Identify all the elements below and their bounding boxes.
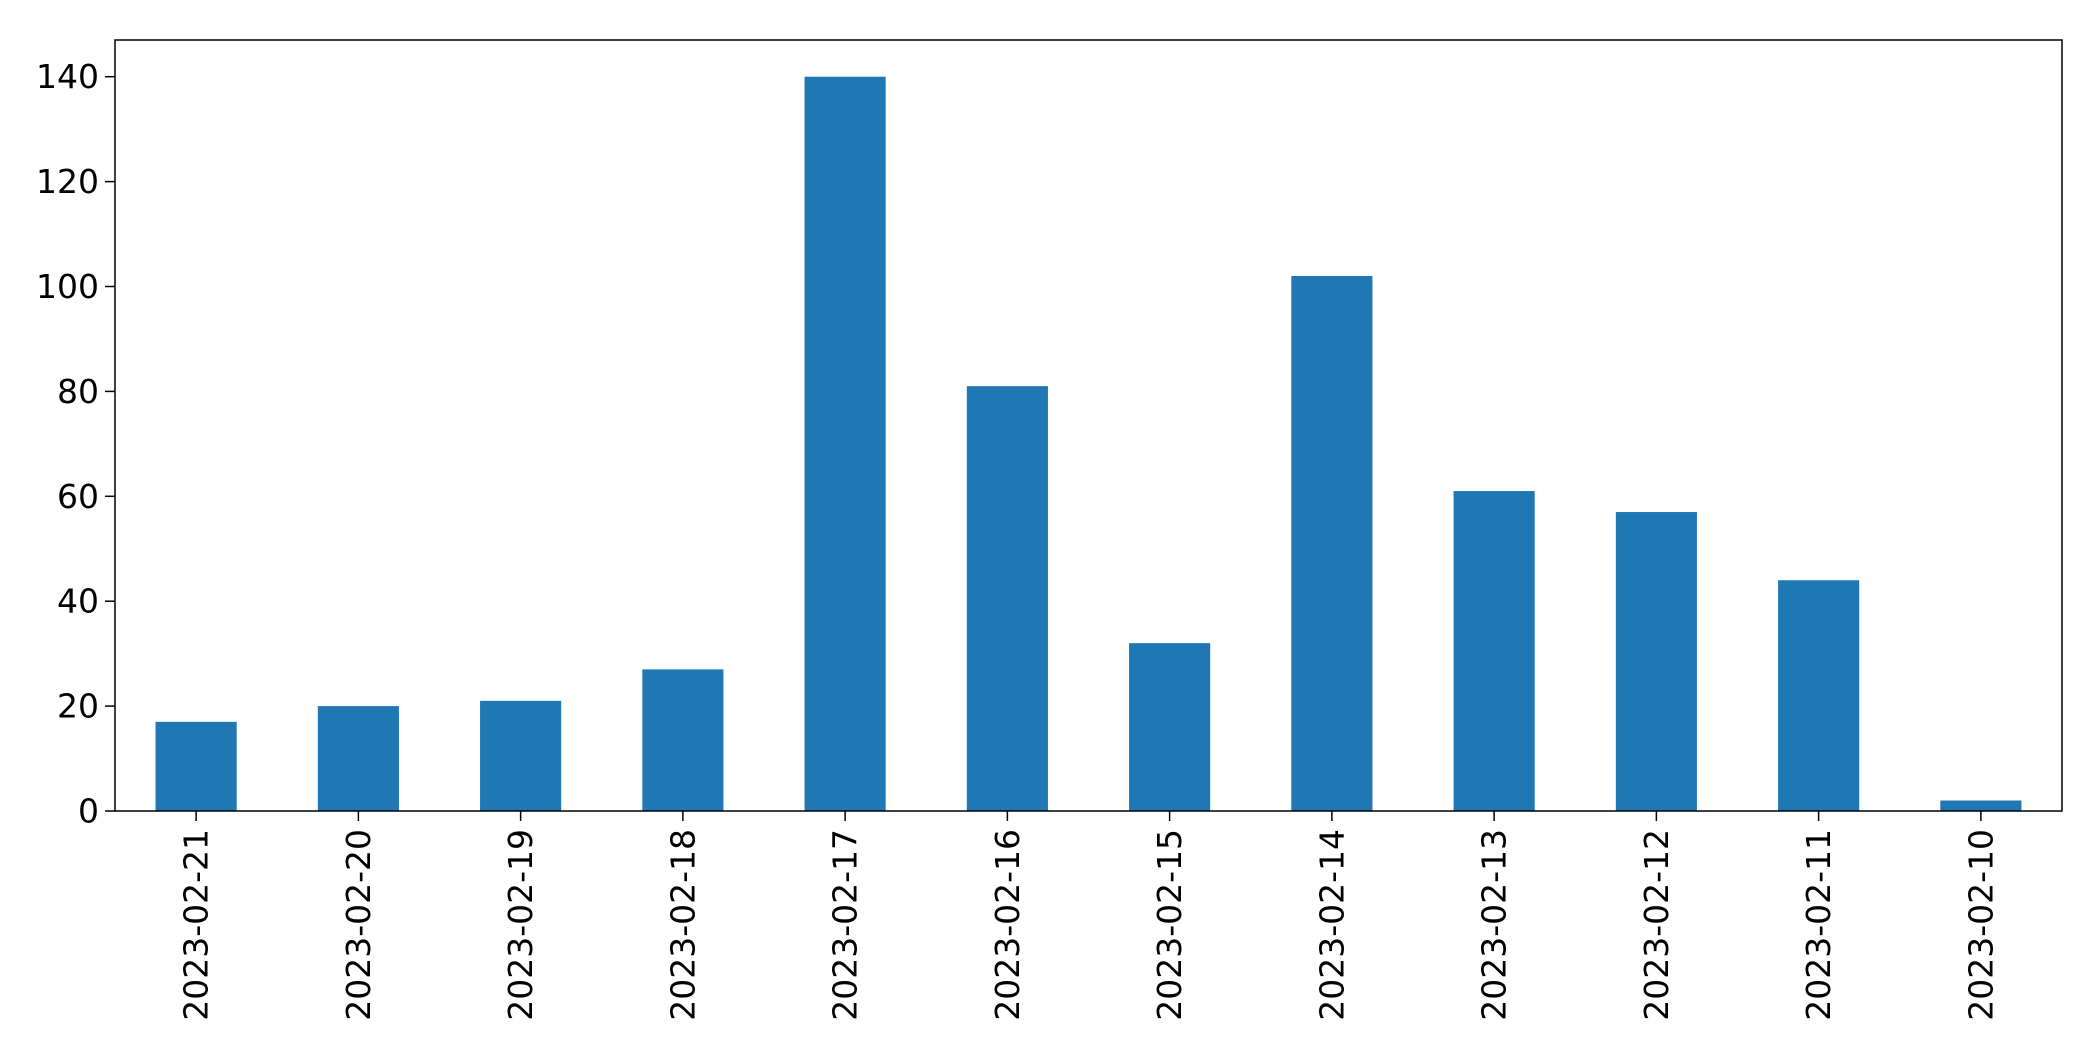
y-tick-label: 0 (78, 792, 99, 831)
bar-2023-02-13 (1453, 491, 1535, 811)
axes-frame (114, 39, 2063, 812)
x-tick-label: 2023-02-16 (988, 829, 1027, 1021)
bar-2023-02-14 (1291, 276, 1373, 812)
y-tick-label: 20 (57, 687, 99, 726)
y-tick-label: 80 (57, 372, 99, 411)
bar-2023-02-17 (804, 76, 886, 811)
bars-group (155, 76, 2022, 812)
x-tick-label: 2023-02-19 (501, 829, 540, 1021)
y-tick-label: 120 (36, 162, 99, 201)
x-tick-label: 2023-02-10 (1961, 829, 2000, 1021)
bar-2023-02-18 (642, 669, 724, 811)
y-tick-label: 40 (57, 582, 99, 621)
y-tick-label: 60 (57, 477, 99, 516)
bar-2023-02-11 (1778, 580, 1860, 811)
x-tick-label: 2023-02-12 (1637, 829, 1676, 1021)
bar-2023-02-20 (317, 706, 399, 811)
x-axis: 2023-02-21 2023-02-20 2023-02-19 2023-02-18… (177, 811, 2000, 1021)
x-tick-label: 2023-02-14 (1312, 829, 1351, 1021)
bar-2023-02-19 (480, 700, 562, 811)
x-tick-label: 2023-02-15 (1150, 829, 1189, 1021)
x-tick-label: 2023-02-11 (1799, 829, 1838, 1021)
bar-2023-02-10 (1940, 800, 2022, 811)
x-tick-label: 2023-02-21 (177, 829, 216, 1021)
x-tick-label: 2023-02-18 (663, 829, 702, 1021)
bar-2023-02-15 (1129, 643, 1211, 811)
y-tick-label: 140 (36, 57, 99, 96)
x-tick-label: 2023-02-17 (826, 829, 865, 1021)
y-axis: 0 20 40 60 80 100 120 140 (36, 57, 115, 831)
x-tick-label: 2023-02-20 (339, 829, 378, 1021)
bar-2023-02-12 (1615, 512, 1697, 811)
x-tick-label: 2023-02-13 (1475, 829, 1514, 1021)
bar-2023-02-21 (155, 721, 237, 811)
y-tick-label: 100 (36, 267, 99, 306)
bar-2023-02-16 (966, 386, 1048, 811)
